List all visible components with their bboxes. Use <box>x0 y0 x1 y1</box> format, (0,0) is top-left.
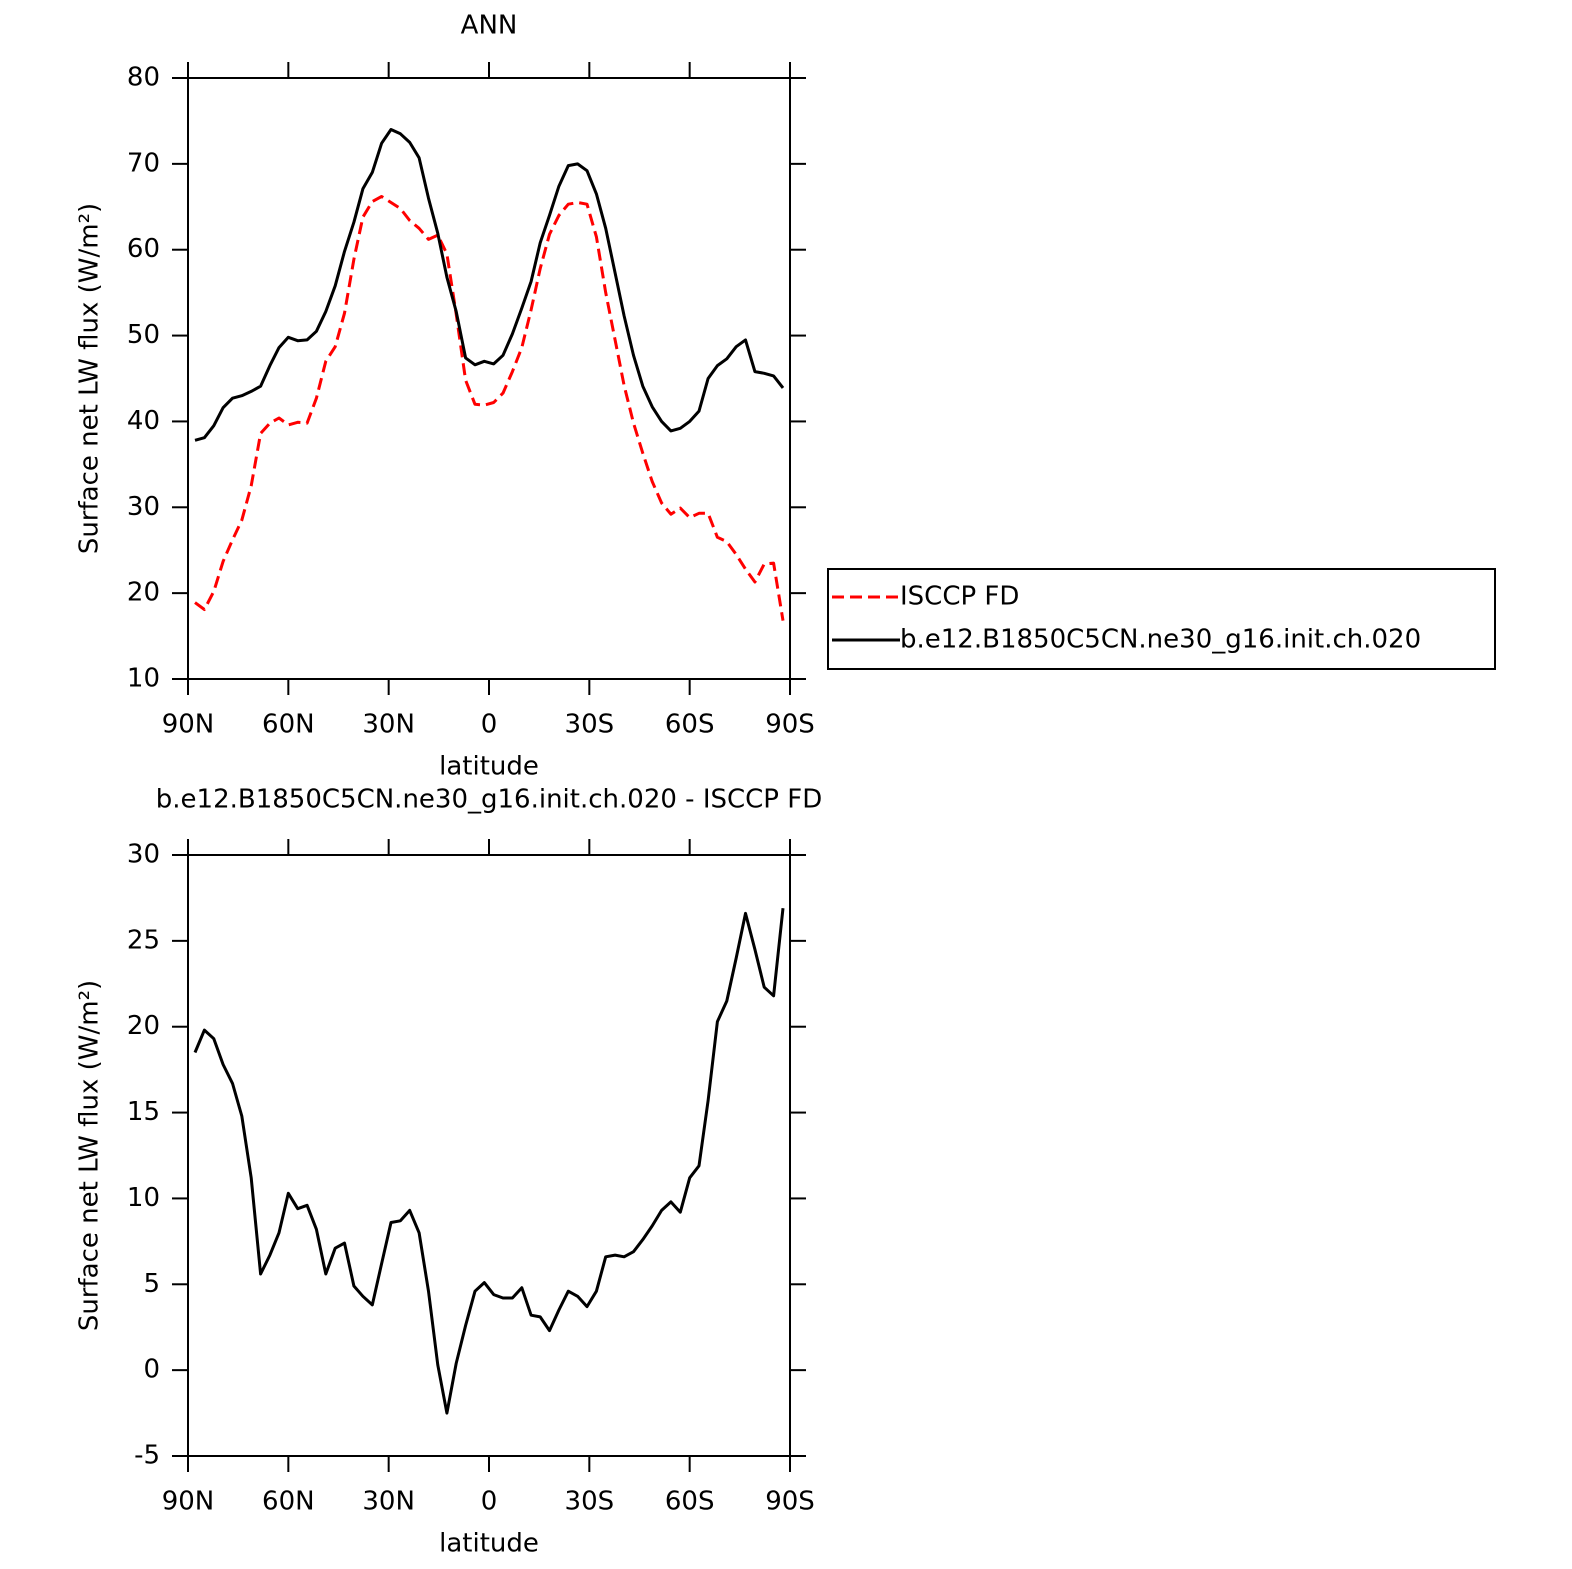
x-tick-label: 0 <box>481 710 498 740</box>
x-tick-label: 90N <box>162 1487 215 1517</box>
x-tick-label: 30N <box>362 710 415 740</box>
x-axis-label: latitude <box>439 752 539 782</box>
x-tick-label: 60S <box>665 710 715 740</box>
x-tick-label: 0 <box>481 1487 498 1517</box>
data-line <box>193 908 785 1415</box>
x-tick-label: 90N <box>162 710 215 740</box>
chart-title: b.e12.B1850C5CN.ne30_g16.init.ch.020 - I… <box>156 785 822 815</box>
y-tick-label: 0 <box>143 1355 160 1385</box>
y-tick-label: 30 <box>127 840 160 870</box>
y-tick-label: 10 <box>127 664 160 694</box>
legend-label: b.e12.B1850C5CN.ne30_g16.init.ch.020 <box>900 625 1421 655</box>
y-tick-label: 50 <box>127 320 160 350</box>
legend-label: ISCCP FD <box>900 582 1019 612</box>
y-tick-label: 60 <box>127 234 160 264</box>
legend: ISCCP FD b.e12.B1850C5CN.ne30_g16.init.ch… <box>827 568 1496 670</box>
x-tick-label: 30N <box>362 1487 415 1517</box>
y-tick-label: 70 <box>127 148 160 178</box>
y-tick-label: 15 <box>127 1097 160 1127</box>
y-axis-label: Surface net LW flux (W/m²) <box>75 203 105 554</box>
y-tick-label: 30 <box>127 492 160 522</box>
x-tick-label: 30S <box>565 1487 615 1517</box>
x-axis-label: latitude <box>439 1529 539 1559</box>
plot-frame <box>187 77 791 680</box>
x-tick-label: 60N <box>262 710 315 740</box>
y-tick-label: 20 <box>127 578 160 608</box>
y-tick-label: 25 <box>127 925 160 955</box>
chart-title: ANN <box>461 11 518 41</box>
y-tick-label: 40 <box>127 406 160 436</box>
x-tick-label: 60S <box>665 1487 715 1517</box>
x-tick-label: 90S <box>765 710 815 740</box>
data-line <box>194 128 785 442</box>
y-tick-label: 5 <box>143 1269 160 1299</box>
x-tick-label: 60N <box>262 1487 315 1517</box>
y-tick-label: 80 <box>127 63 160 93</box>
x-tick-label: 30S <box>565 710 615 740</box>
y-axis-label: Surface net LW flux (W/m²) <box>75 980 105 1331</box>
y-tick-label: 20 <box>127 1011 160 1041</box>
data-line <box>194 195 785 621</box>
legend-box <box>827 568 1496 670</box>
y-tick-label: 10 <box>127 1183 160 1213</box>
x-tick-label: 90S <box>765 1487 815 1517</box>
y-tick-label: -5 <box>134 1441 160 1471</box>
